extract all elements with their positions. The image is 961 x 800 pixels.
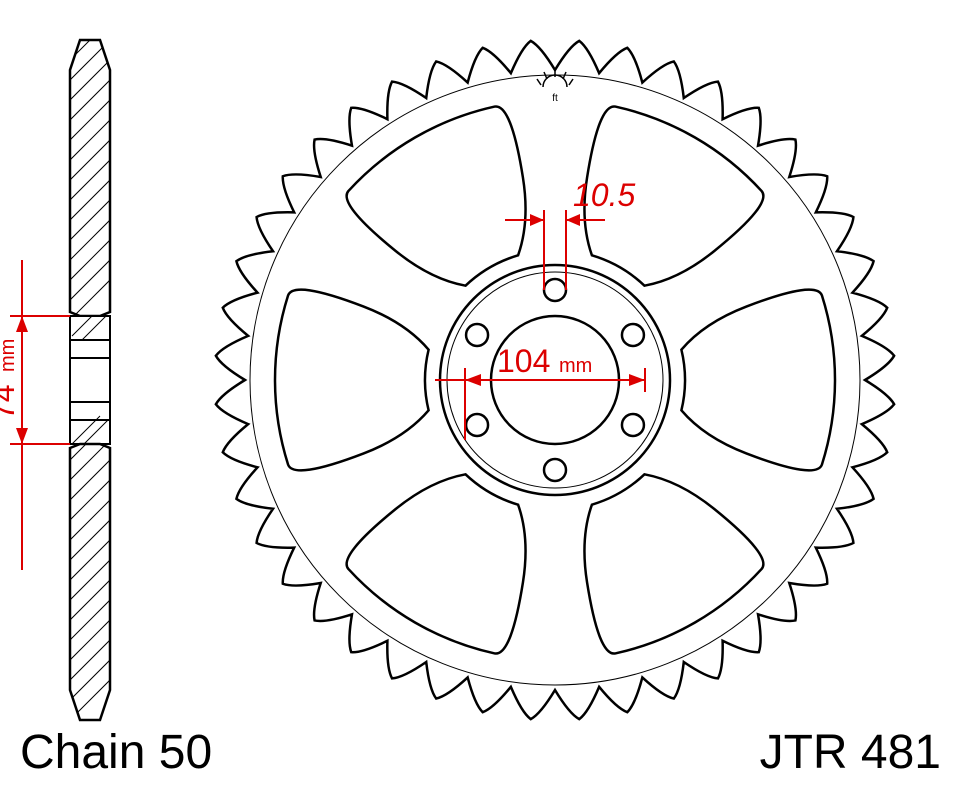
dim-104-unit: mm bbox=[559, 355, 592, 377]
svg-text:ft: ft bbox=[552, 93, 558, 104]
dimension-74mm: 74 mm bbox=[0, 260, 70, 570]
dim-104-value: 104 bbox=[497, 343, 550, 379]
bottom-label-row: Chain 50 JTR 481 bbox=[0, 725, 961, 780]
dim-74-value: 74 bbox=[0, 384, 21, 420]
chain-spec-label: Chain 50 bbox=[20, 725, 212, 780]
sprocket-front-view: ft 104 mm 10.5 bbox=[216, 41, 894, 719]
dim-105-value: 10.5 bbox=[573, 177, 635, 213]
part-number-label: JTR 481 bbox=[760, 725, 941, 780]
technical-drawing: 74 mm ft bbox=[0, 0, 961, 800]
jt-logo-mark: ft bbox=[537, 69, 573, 104]
drawing-svg: 74 mm ft bbox=[0, 0, 961, 800]
dim-74-unit: mm bbox=[0, 339, 19, 372]
side-profile-view: 74 mm bbox=[0, 0, 130, 740]
